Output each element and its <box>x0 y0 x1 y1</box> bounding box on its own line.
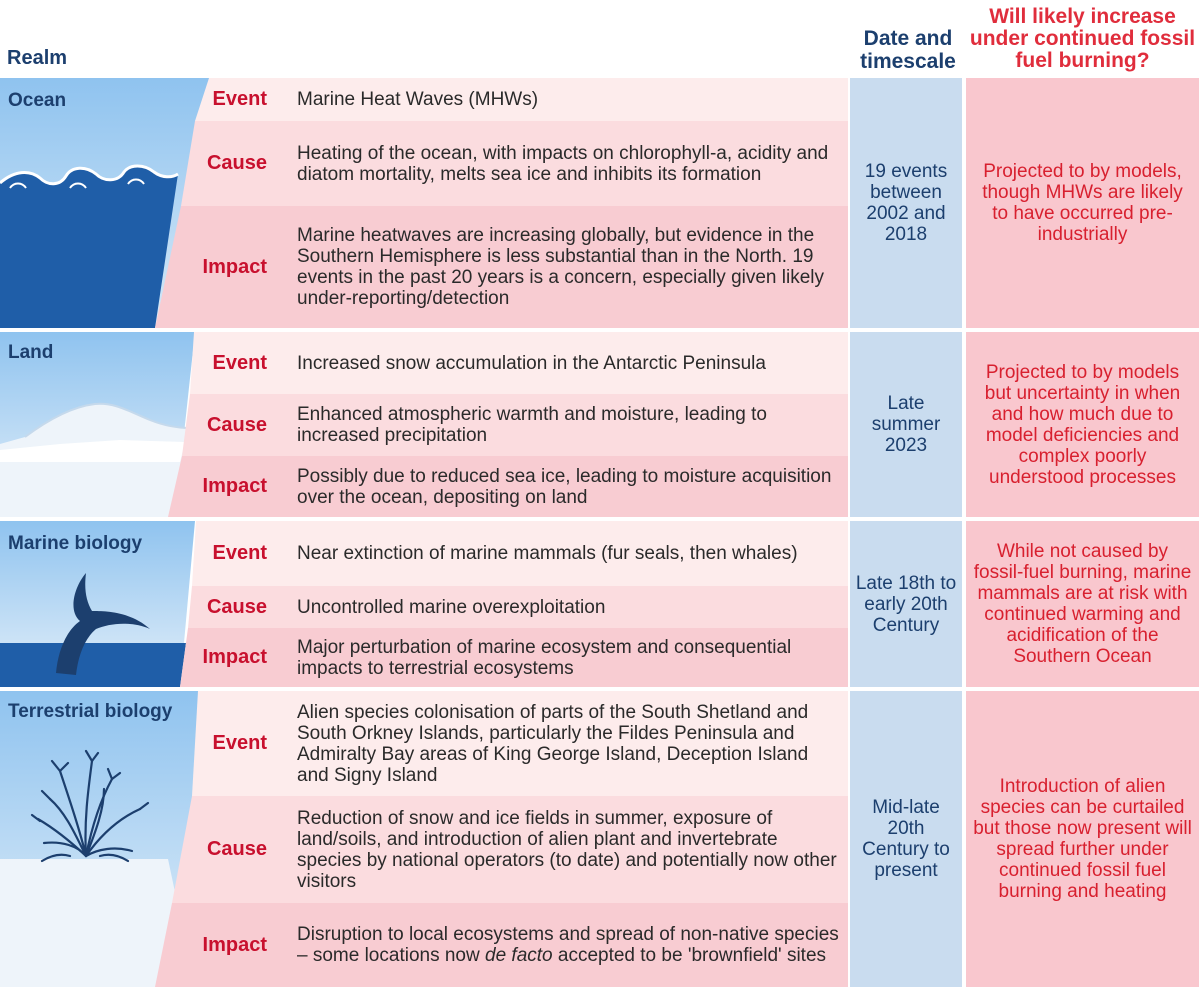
terrestrial-likely: Introduction of alien species can be cur… <box>966 691 1199 987</box>
terrestrial-cause-band <box>172 796 848 903</box>
realm-title-land: Land <box>8 342 54 363</box>
header-realm: Realm <box>7 47 68 69</box>
ocean-event-label: Event <box>212 88 267 110</box>
header-date-timescale: Date and timescale <box>860 27 956 73</box>
land-cause-text: Enhanced atmospheric warmth and moisture… <box>297 404 767 446</box>
land-event-text: Increased snow accumulation in the Antar… <box>297 352 766 374</box>
marine-cause-band <box>188 586 848 628</box>
marine-impact-label: Impact <box>202 646 267 668</box>
realm-title-ocean: Ocean <box>8 90 67 111</box>
terrestrial-cause-text: Reduction of snow and ice fields in summ… <box>297 807 837 892</box>
terrestrial-impact-text-body: Disruption to local ecosystems and sprea… <box>297 924 839 966</box>
land-event-band <box>190 332 848 394</box>
ocean-impact-text: Marine heatwaves are increasing globally… <box>297 225 824 309</box>
ocean-cause-text: Heating of the ocean, with impacts on ch… <box>297 142 829 185</box>
marine-event-text: Near extinction of marine mammals (fur s… <box>297 543 798 564</box>
ocean-cause-label: Cause <box>206 152 267 174</box>
separator <box>0 517 1200 521</box>
land-illustration <box>0 332 195 517</box>
marine-impact-text: Major perturbation of marine ecosystem a… <box>297 636 792 679</box>
land-cause-band <box>182 394 848 456</box>
separator <box>0 328 1200 332</box>
realm-title-marine-biology: Marine biology <box>8 533 143 554</box>
snow-mountain-icon <box>0 332 195 517</box>
marine-event-label: Event <box>212 542 267 564</box>
marine-date: Late 18th to early 20th Century <box>850 521 962 687</box>
ocean-event-band <box>195 78 848 121</box>
ocean-impact-label: Impact <box>202 255 267 278</box>
terrestrial-event-band <box>192 691 848 796</box>
ocean-wave-icon <box>0 78 210 328</box>
land-impact-text: Possibly due to reduced sea ice, leading… <box>297 465 832 508</box>
realm-title-terrestrial-biology: Terrestrial biology <box>8 701 173 722</box>
ocean-cause-band <box>181 121 848 206</box>
marine-biology-illustration <box>0 521 195 687</box>
ocean-likely: Projected to by models, though MHWs are … <box>966 78 1199 328</box>
terrestrial-event-text: Alien species colonisation of parts of t… <box>297 701 809 786</box>
land-likely: Projected to by models but uncertainty i… <box>966 332 1199 517</box>
terrestrial-impact-band <box>155 903 848 987</box>
marine-likely: While not caused by fossil-fuel burning,… <box>966 521 1199 687</box>
terrestrial-date: Mid-late 20th Century to present <box>850 691 962 987</box>
marine-impact-band <box>180 628 848 687</box>
marine-event-band <box>192 521 848 586</box>
terrestrial-event-label: Event <box>212 732 267 754</box>
ocean-event-text: Marine Heat Waves (MHWs) <box>297 89 539 110</box>
terrestrial-cause-label: Cause <box>206 838 267 860</box>
land-impact-band <box>168 456 848 517</box>
marine-cause-label: Cause <box>206 595 267 618</box>
land-impact-label: Impact <box>202 475 267 497</box>
separator <box>0 687 1200 691</box>
marine-cause-text: Uncontrolled marine overexploitation <box>297 596 606 618</box>
terrestrial-biology-illustration <box>0 691 200 987</box>
ocean-impact-band <box>155 206 848 328</box>
land-event-label: Event <box>212 351 267 374</box>
whale-tail-icon <box>0 521 195 687</box>
terrestrial-impact-label: Impact <box>202 933 267 956</box>
ocean-date: 19 events between 2002 and 2018 <box>850 78 962 328</box>
terrestrial-impact-text: Disruption to local ecosystems and sprea… <box>283 903 848 987</box>
ocean-illustration <box>0 78 210 328</box>
plant-icon <box>0 691 200 987</box>
land-cause-label: Cause <box>206 413 267 436</box>
land-date: Late summer 2023 <box>850 332 962 517</box>
header-likely-increase: Will likely increase under continued fos… <box>969 5 1196 72</box>
